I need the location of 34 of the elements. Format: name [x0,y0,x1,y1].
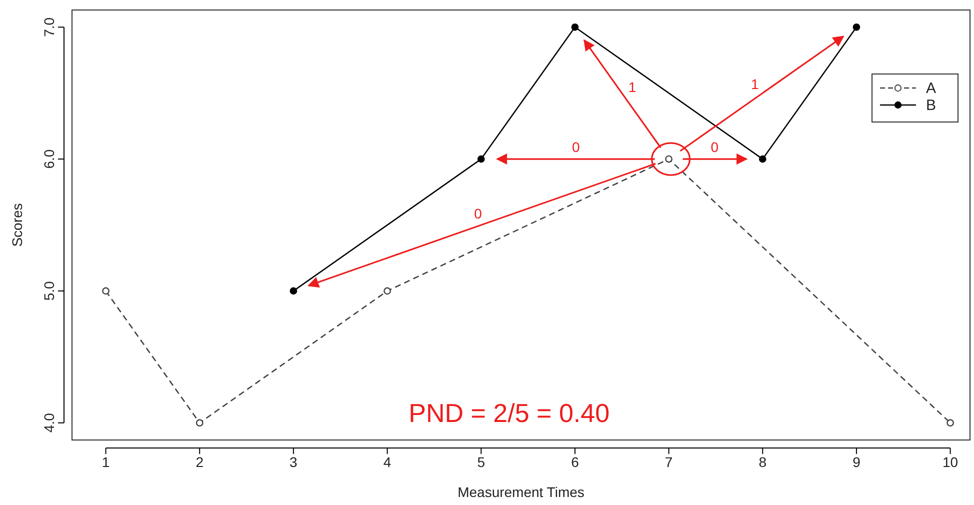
annotation: 0 [710,139,719,156]
point [758,155,766,163]
x-tick-label: 1 [102,454,110,470]
x-tick-label: 3 [290,454,298,470]
x-tick-label: 10 [942,454,958,470]
annotation: 0 [572,139,580,156]
annotation: PND = 2/5 = 0.40 [408,398,610,428]
x-tick-label: 7 [664,454,673,470]
x-axis-title: Measurement Times [458,484,584,500]
x-tick-label: 8 [758,454,767,470]
legend-label: A [926,80,936,97]
annotation: 0 [474,205,482,222]
x-tick-label: 9 [852,454,861,470]
y-tick-label: 5.0 [41,281,57,301]
x-tick-label: 2 [196,454,204,470]
y-tick-label: 4.0 [41,412,57,433]
point [290,287,298,295]
annotation: 1 [751,76,760,92]
y-tick-label: 7.0 [41,17,57,37]
point [571,23,579,31]
y-axis-title: Scores [9,203,25,247]
point [946,419,954,427]
x-tick-label: 5 [477,454,486,470]
legend-label: B [926,97,936,114]
point [477,155,485,163]
point [852,23,860,31]
point [665,155,672,163]
point [196,419,204,427]
point [102,287,110,295]
point [384,287,391,295]
y-tick-label: 6.0 [41,149,57,169]
x-tick-label: 4 [383,454,392,470]
annotation: 1 [628,78,636,95]
x-tick-label: 6 [571,454,580,470]
